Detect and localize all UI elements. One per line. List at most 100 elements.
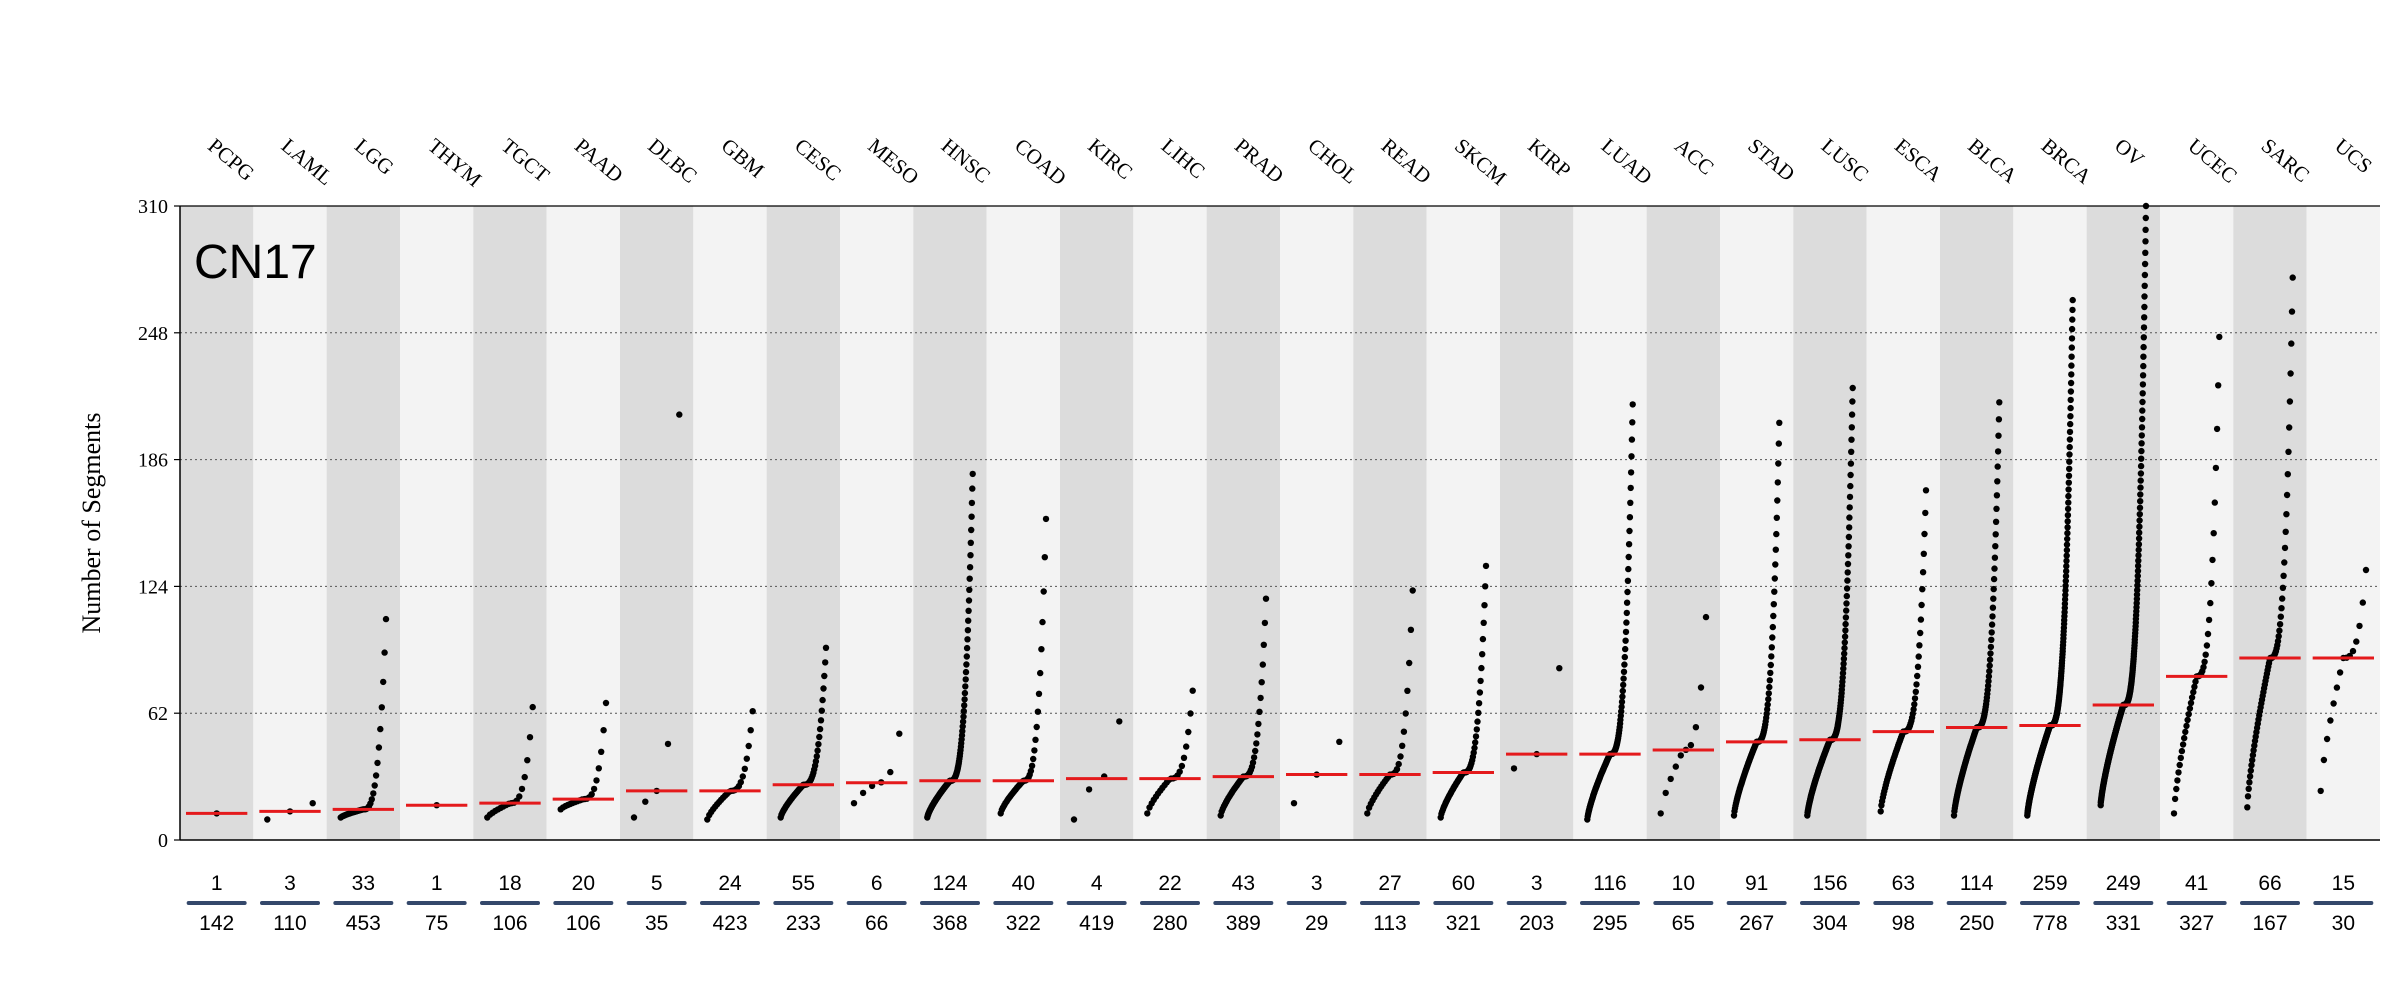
point-meso xyxy=(896,730,903,737)
point-lusc xyxy=(1843,600,1850,607)
point-hnsc xyxy=(962,668,970,676)
point-dlbc xyxy=(664,740,672,748)
point-skcm xyxy=(1475,709,1482,716)
point-blca xyxy=(1994,478,2001,485)
sample-total: 65 xyxy=(1672,912,1695,935)
point-meso xyxy=(859,789,867,797)
band-kirp xyxy=(1500,206,1574,840)
point-brca xyxy=(2062,572,2070,580)
point-stad xyxy=(1764,701,1771,708)
point-sarc xyxy=(2286,424,2293,431)
category-label-stad: STAD xyxy=(1743,133,1799,186)
point-blca xyxy=(1991,554,1999,561)
point-lusc xyxy=(1841,633,1849,640)
point-ov xyxy=(2137,498,2144,505)
category-label-lihc: LIHC xyxy=(1157,133,1210,183)
point-paad xyxy=(602,699,610,707)
point-sarc xyxy=(2276,627,2283,634)
point-blca xyxy=(1996,399,2003,406)
sample-total: 389 xyxy=(1226,912,1261,935)
band-esca xyxy=(1866,206,1940,840)
point-read xyxy=(1409,587,1416,594)
point-luad xyxy=(1625,541,1633,548)
category-label-kirp: KIRP xyxy=(1523,133,1575,182)
point-coad xyxy=(1030,755,1037,763)
y-axis-title: Number of Segments xyxy=(77,413,106,634)
y-tick-label: 186 xyxy=(138,450,168,472)
point-ov xyxy=(2134,567,2142,575)
point-lusc xyxy=(1840,660,1847,667)
point-ucec xyxy=(2204,630,2212,638)
point-ov xyxy=(2138,455,2145,462)
median-lines xyxy=(186,656,2374,815)
point-hnsc xyxy=(966,575,973,582)
point-read xyxy=(1397,753,1404,760)
point-ov xyxy=(2141,271,2149,279)
point-stad xyxy=(1770,601,1778,608)
category-label-sarc: SARC xyxy=(2257,133,2314,187)
point-sarc xyxy=(2246,779,2253,786)
band-meso xyxy=(840,206,914,840)
point-brca xyxy=(2064,535,2071,543)
point-hnsc xyxy=(960,713,967,720)
point-ov xyxy=(2133,591,2141,598)
point-chol xyxy=(1290,800,1298,807)
point-ucs xyxy=(2356,622,2363,630)
category-label-lusc: LUSC xyxy=(1817,133,1874,186)
point-sarc xyxy=(2288,340,2295,347)
sample-count: 156 xyxy=(1812,872,1847,895)
point-gbm xyxy=(739,773,746,780)
category-label-laml: LAML xyxy=(277,133,338,190)
point-acc xyxy=(1662,789,1669,797)
point-brca xyxy=(2065,472,2073,479)
point-lihc xyxy=(1144,810,1151,817)
point-ucec xyxy=(2176,761,2183,769)
point-ov xyxy=(2142,238,2149,245)
point-blca xyxy=(1990,575,1998,583)
point-dlbc xyxy=(630,814,638,821)
point-sarc xyxy=(2277,613,2284,620)
point-stad xyxy=(1767,661,1775,669)
y-tick-label: 124 xyxy=(138,576,168,598)
point-brca xyxy=(2064,505,2072,513)
point-meso xyxy=(887,768,894,776)
sample-count: 10 xyxy=(1672,872,1695,895)
point-acc xyxy=(1697,684,1705,691)
point-stad xyxy=(1772,546,1780,553)
point-ov xyxy=(2137,491,2144,498)
point-lusc xyxy=(1848,448,1855,455)
point-stad xyxy=(1771,588,1778,595)
point-ov xyxy=(2136,523,2143,530)
point-lusc xyxy=(1848,436,1855,443)
point-luad xyxy=(1618,703,1625,711)
point-blca xyxy=(1986,656,1994,663)
point-paad xyxy=(588,791,595,798)
point-lusc xyxy=(1846,514,1853,521)
sample-total: 110 xyxy=(273,912,306,935)
point-hnsc xyxy=(965,617,972,624)
point-stad xyxy=(1774,497,1781,504)
point-esca xyxy=(1913,681,1920,688)
sample-count: 114 xyxy=(1960,872,1994,895)
point-luad xyxy=(1623,609,1631,617)
point-hnsc xyxy=(968,526,975,534)
point-brca xyxy=(2062,587,2069,594)
point-kirc xyxy=(1070,816,1078,823)
point-lihc xyxy=(1189,687,1196,694)
point-cesc xyxy=(812,758,820,765)
sample-count: 3 xyxy=(1311,872,1323,895)
band-hnsc xyxy=(913,206,987,840)
point-blca xyxy=(1987,650,1994,657)
category-label-prad: PRAD xyxy=(1230,133,1288,187)
point-ucec xyxy=(2179,741,2187,748)
point-brca xyxy=(2063,552,2070,559)
point-blca xyxy=(1995,416,2003,423)
point-luad xyxy=(1622,628,1630,636)
point-lusc xyxy=(1840,655,1848,662)
point-brca xyxy=(2065,492,2072,500)
point-lusc xyxy=(1849,384,1856,392)
sample-total: 280 xyxy=(1152,912,1187,935)
point-stad xyxy=(1773,514,1781,521)
sample-total: 304 xyxy=(1812,912,1847,935)
point-acc xyxy=(1702,613,1710,621)
